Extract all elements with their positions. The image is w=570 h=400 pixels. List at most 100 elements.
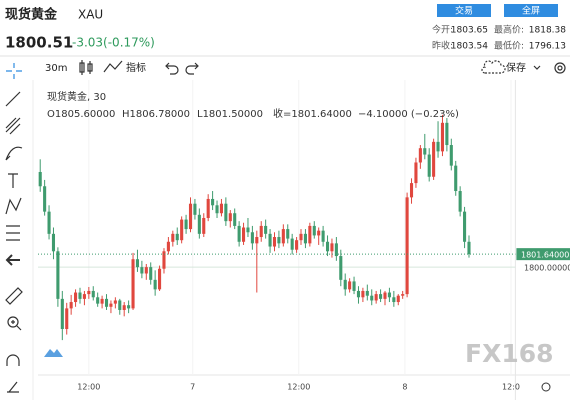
candle-body — [458, 191, 462, 212]
candle-body — [348, 281, 352, 290]
candle-body — [339, 256, 343, 280]
candle-body — [180, 219, 184, 241]
logo-icon — [44, 349, 63, 357]
candle-body — [166, 241, 170, 252]
ruler-tool[interactable] — [5, 287, 23, 305]
measure-tool[interactable] — [6, 225, 20, 241]
last-price-box — [516, 248, 570, 261]
settings[interactable] — [554, 62, 566, 74]
candle-body — [361, 290, 365, 298]
trade-button[interactable] — [437, 4, 491, 17]
candle-body — [211, 198, 215, 206]
x-tick-label: 12:00 — [287, 383, 310, 392]
crosshair-tool[interactable] — [6, 63, 22, 79]
candle-body — [82, 294, 86, 299]
candle-body — [303, 233, 307, 244]
text-tool[interactable] — [8, 173, 18, 188]
fullscreen-label[interactable]: 全屏 — [522, 5, 540, 17]
candle-body — [91, 290, 95, 298]
x-tick-label: 12:00 — [77, 383, 100, 392]
undo[interactable] — [165, 62, 179, 75]
candle-body — [379, 294, 383, 299]
candle-body — [321, 230, 325, 242]
line-tool[interactable] — [5, 91, 21, 107]
magnet-tool[interactable] — [6, 354, 20, 366]
lock-tool[interactable] — [7, 381, 19, 393]
candle-body — [414, 162, 418, 184]
candle-body — [383, 292, 387, 299]
candle-body — [224, 203, 228, 222]
candle-body — [401, 294, 405, 296]
candle-body — [206, 198, 210, 218]
candle-body — [436, 141, 440, 152]
x-tick-label: 8 — [402, 383, 407, 392]
candle-body — [228, 213, 232, 222]
candle-body — [96, 297, 100, 304]
stat-value: 1803.65 — [451, 26, 488, 36]
y-tick-label: 1800.00000 — [524, 264, 570, 273]
candle-icon[interactable] — [79, 60, 93, 75]
stat-label: 最高价: — [494, 24, 524, 36]
plot: 12:00 7 12:00 8 12:0 1800.00000 1801.64000 现货黄金… — [38, 80, 570, 400]
cloud-icon[interactable] — [481, 60, 506, 74]
indicator-icon[interactable] — [103, 60, 123, 73]
candle-body — [237, 225, 241, 242]
candle-body — [193, 203, 197, 215]
pattern-tool[interactable] — [5, 197, 22, 215]
candle-body — [122, 305, 126, 310]
candle-body — [423, 148, 427, 155]
interval[interactable]: 30m — [45, 63, 67, 74]
stat-label: 昨收: — [432, 40, 453, 52]
candle-body — [295, 240, 299, 250]
legend-value: O1805.60000 — [47, 109, 115, 120]
candle-body — [162, 251, 166, 269]
candle-body — [197, 214, 201, 234]
candle-body — [135, 259, 140, 268]
fullscreen-button[interactable] — [504, 4, 558, 17]
candle-body — [352, 281, 356, 291]
x-tick-label: 12:0 — [502, 383, 520, 392]
candle-body — [104, 298, 109, 307]
candle-body — [100, 298, 104, 304]
legend-value: H1806.78000 — [122, 109, 190, 120]
zoom-tool[interactable] — [7, 316, 19, 328]
candle-body — [202, 217, 206, 234]
settings-bottom — [541, 382, 551, 392]
candle-body — [51, 233, 56, 252]
candle-body — [250, 232, 254, 244]
zoom-tool-plus — [11, 320, 22, 331]
indicators[interactable]: 指标 — [126, 61, 146, 74]
change: -3.03(-0.17%) — [72, 36, 155, 50]
candle-body — [127, 305, 131, 309]
candle-body — [463, 211, 467, 242]
back-tool[interactable] — [5, 254, 20, 266]
candle-body — [418, 148, 422, 163]
legend-value: −4.10000 (−0.23%) — [358, 109, 459, 120]
candle-body — [325, 241, 330, 252]
fib-tool[interactable] — [5, 117, 21, 135]
stat-value: 1803.54 — [451, 42, 488, 52]
candle-body — [299, 233, 303, 241]
candle-body — [131, 259, 135, 309]
candle-body — [445, 122, 449, 146]
candle-body — [409, 183, 414, 198]
left-toolbar — [5, 63, 23, 393]
brush-tool[interactable] — [5, 146, 23, 161]
candle-body — [60, 298, 64, 330]
candle-body — [334, 243, 338, 257]
trade-label[interactable]: 交易 — [455, 5, 473, 17]
redo[interactable] — [185, 62, 199, 75]
candle-body — [118, 300, 122, 310]
candle-body — [184, 219, 188, 230]
candle-body — [188, 203, 193, 230]
save[interactable]: 保存 — [506, 61, 526, 74]
save-menu[interactable] — [533, 65, 541, 70]
candle-body — [264, 225, 268, 234]
candle-body — [175, 233, 179, 241]
candle-body — [219, 203, 223, 214]
candle-body — [215, 205, 219, 214]
candle-body — [47, 211, 51, 234]
candle-body — [65, 308, 69, 330]
watermark: FX168 — [465, 339, 554, 368]
candle-body — [286, 229, 290, 239]
